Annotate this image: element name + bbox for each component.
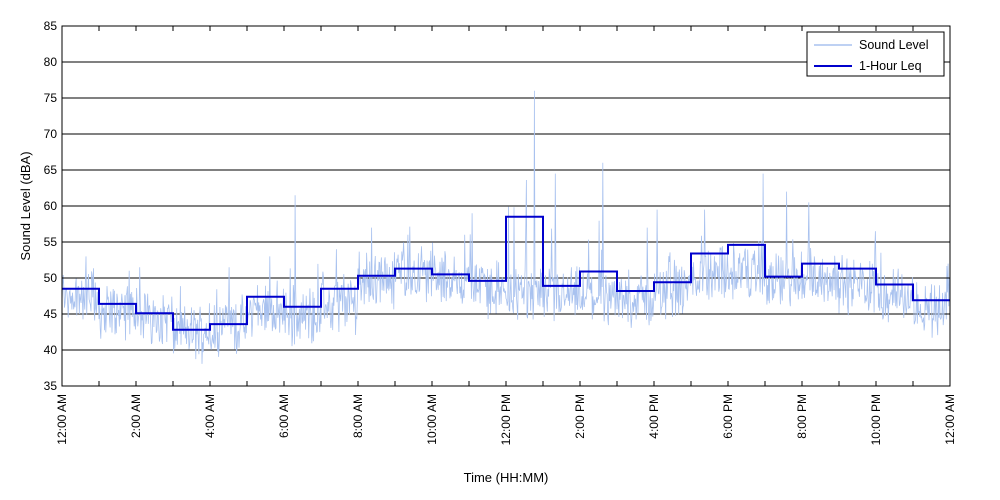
y-tick-label: 60 <box>44 199 58 213</box>
x-tick-label: 6:00 PM <box>721 394 735 439</box>
x-tick-label: 4:00 PM <box>647 394 661 439</box>
x-tick-label: 6:00 AM <box>277 394 291 438</box>
y-tick-label: 40 <box>44 343 58 357</box>
x-tick-label: 8:00 AM <box>351 394 365 438</box>
y-tick-label: 75 <box>44 91 58 105</box>
x-tick-label: 4:00 AM <box>203 394 217 438</box>
y-tick-label: 35 <box>44 379 58 393</box>
x-tick-label: 8:00 PM <box>795 394 809 439</box>
legend-label-leq: 1-Hour Leq <box>859 59 922 73</box>
y-tick-label: 65 <box>44 163 58 177</box>
x-tick-label: 2:00 AM <box>129 394 143 438</box>
axis-ticks <box>61 25 951 387</box>
y-tick-label: 55 <box>44 235 58 249</box>
legend-box <box>806 31 945 77</box>
legend-label-sound-level: Sound Level <box>859 38 929 52</box>
leq-series <box>62 215 950 331</box>
x-tick-label: 12:00 AM <box>943 394 957 445</box>
y-tick-label: 45 <box>44 307 58 321</box>
leq-step-line <box>62 215 950 331</box>
x-tick-label: 2:00 PM <box>573 394 587 439</box>
x-tick-label: 10:00 AM <box>425 394 439 445</box>
x-tick-label: 12:00 AM <box>55 394 69 445</box>
y-tick-labels: 35 40 45 50 55 60 65 70 75 80 85 <box>44 19 58 393</box>
y-tick-label: 85 <box>44 19 58 33</box>
x-axis-title: Time (HH:MM) <box>464 470 549 485</box>
legend: Sound Level 1-Hour Leq <box>806 31 945 77</box>
x-tick-labels: 12:00 AM 2:00 AM 4:00 AM 6:00 AM 8:00 AM 10:0… <box>55 394 957 445</box>
y-tick-label: 50 <box>44 271 58 285</box>
x-tick-label: 12:00 PM <box>499 394 513 445</box>
x-tick-label: 10:00 PM <box>869 394 883 445</box>
y-tick-label: 70 <box>44 127 58 141</box>
y-tick-label: 80 <box>44 55 58 69</box>
y-axis-title: Sound Level (dBA) <box>18 151 33 260</box>
